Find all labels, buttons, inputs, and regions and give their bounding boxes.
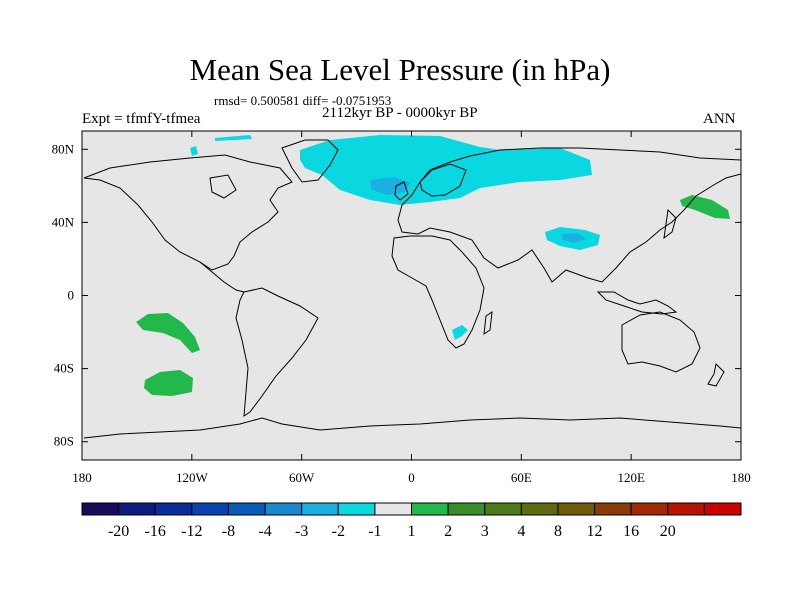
lat-tick-label: 80S [54,434,74,449]
south-pacific-positive-anomaly-north [136,313,200,353]
rmsd-diff-stats: rmsd= 0.500581 diff= -0.0751953 [214,93,392,108]
colorbar-label: -1 [368,523,381,540]
colorbar-label: 16 [623,523,639,540]
colorbar-swatch [411,502,449,516]
antarctica-coast [83,417,741,439]
colorbar-swatch [337,502,376,516]
latitude-axis: 80N 40N 0 40S 80S [52,141,741,449]
scandinavia-negative-core [370,177,410,195]
kamchatka-positive-anomaly [680,195,730,219]
lon-tick-label: 60E [511,470,532,485]
colorbar-swatch [667,502,705,516]
colorbar-label: 3 [481,523,489,540]
colorbar-swatch [264,502,303,516]
colorbar-swatch [191,502,229,516]
colorbar-swatch [227,502,266,516]
colorbar-labels: -20 -16 -12 -8 -4 -3 -2 -1 1 2 3 4 8 12 16 20 [108,523,676,540]
lat-tick-label: 80N [52,141,75,156]
south-america-coast [235,287,319,417]
colorbar-swatch [374,502,412,516]
africa-coast [391,235,485,349]
colorbar-swatch [484,502,522,516]
uk-coast [394,181,409,201]
colorbar-swatch [154,502,193,516]
plot-title: Mean Sea Level Pressure (in hPa) [189,52,611,87]
lon-tick-label: 120W [176,470,209,485]
colorbar [81,502,742,516]
colorbar-label: -2 [332,523,345,540]
colorbar-label: -12 [181,523,202,540]
experiment-label: Expt = tfmfY-tfmea [82,111,201,127]
time-period-label: 2112kyr BP - 0000kyr BP [322,105,478,121]
south-pacific-positive-anomaly-south [144,370,193,396]
lon-tick-label: 60W [289,470,315,485]
lat-tick-label: 40N [52,214,75,229]
southern-africa-negative-anomaly [452,325,468,340]
colorbar-swatch [557,502,596,516]
colorbar-label: -8 [222,523,235,540]
lon-tick-label: 180 [72,470,92,485]
colorbar-swatch [594,502,632,516]
anomaly-fields [136,135,730,396]
colorbar-label: -16 [145,523,166,540]
colorbar-label: -4 [258,523,271,540]
scandinavia-coast [419,163,467,197]
season-label: ANN [703,111,736,127]
lon-tick-label: 180 [731,470,751,485]
colorbar-label: 1 [408,523,416,540]
colorbar-swatch [630,502,669,516]
colorbar-label: 4 [517,523,525,540]
lat-tick-label: 40S [54,361,74,376]
colorbar-swatch [81,502,120,516]
longitude-axis: 180 120W 60W 0 60E 120E 180 [72,131,751,485]
greenland-coast [281,139,339,183]
colorbar-label: -3 [295,523,308,540]
colorbar-label: 2 [444,523,452,540]
lon-tick-label: 120E [617,470,645,485]
japan-coast [663,208,677,240]
colorbar-label: 20 [660,523,676,540]
colorbar-swatch [301,502,339,516]
colorbar-label: -20 [108,523,129,540]
colorbar-swatch [703,502,742,516]
eurasia-coast [397,147,741,283]
new-zealand-coast [707,362,725,387]
australia-coast [621,311,701,373]
coastlines [83,139,741,439]
central-america-coast [199,261,245,293]
colorbar-label: 8 [554,523,562,540]
colorbar-swatch [118,502,156,516]
arctic-negative-anomaly-sliver [215,135,252,141]
maritime-continent-coast [596,291,678,315]
colorbar-label: 12 [587,523,603,540]
colorbar-swatch [447,502,486,516]
north-america-coast [83,154,293,271]
hudson-bay [209,174,237,199]
arctic-negative-anomaly-west [190,146,198,156]
tibet-negative-core [562,233,586,243]
colorbar-swatch [520,502,559,516]
lon-tick-label: 0 [408,470,415,485]
lat-tick-label: 0 [68,288,75,303]
madagascar-coast [483,310,493,336]
